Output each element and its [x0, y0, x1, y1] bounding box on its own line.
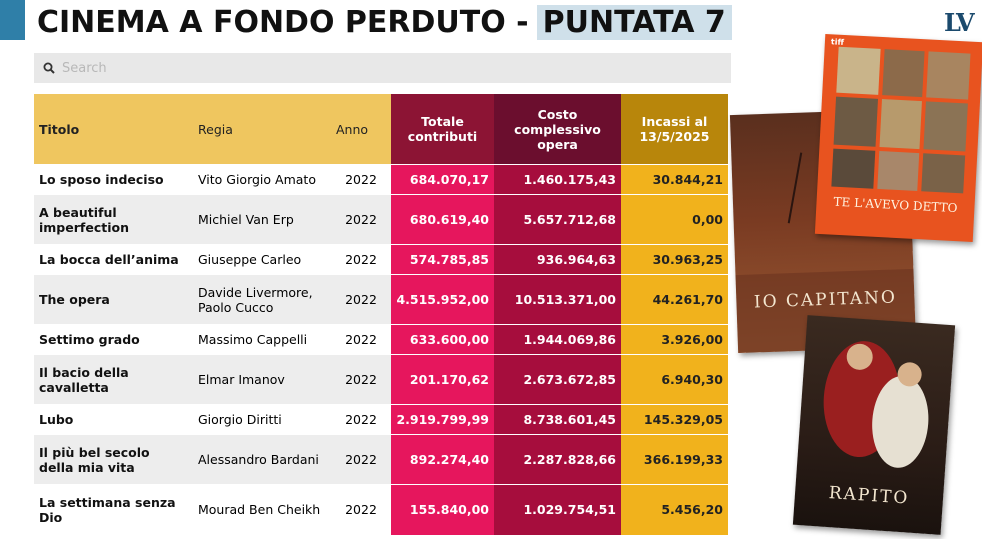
cell-totale-contributi: 680.619,40	[391, 194, 494, 245]
table-row[interactable]: The opera Davide Livermore, Paolo Cucco 20…	[34, 274, 728, 325]
cell-regia: Giuseppe Carleo	[193, 244, 331, 275]
column-header-costo-complessivo[interactable]: Costo complessivo opera	[494, 94, 621, 165]
cell-anno: 2022	[331, 194, 391, 245]
column-header-totale-contributi[interactable]: Totale contributi	[391, 94, 494, 165]
cell-costo-complessivo: 5.657.712,68	[494, 194, 621, 245]
cell-regia: Elmar Imanov	[193, 354, 331, 405]
cell-titolo: Lo sposo indeciso	[34, 164, 193, 195]
cell-costo-complessivo: 10.513.371,00	[494, 274, 621, 325]
cell-totale-contributi: 684.070,17	[391, 164, 494, 195]
cell-incassi: 6.940,30	[621, 354, 728, 405]
page-title-highlight: PUNTATA 7	[536, 4, 732, 40]
cell-incassi: 145.329,05	[621, 404, 728, 435]
table-row[interactable]: Settimo grado Massimo Cappelli 2022 633.600…	[34, 324, 728, 355]
table-header-row: Titolo Regia Anno Totale contributi Cost…	[34, 94, 728, 165]
cell-titolo: Il più bel secolo della mia vita	[34, 434, 193, 485]
cell-anno: 2022	[331, 164, 391, 195]
cell-titolo: A beautiful imperfection	[34, 194, 193, 245]
cell-titolo: The opera	[34, 274, 193, 325]
cell-incassi: 0,00	[621, 194, 728, 245]
cell-totale-contributi: 2.919.799,99	[391, 404, 494, 435]
cell-totale-contributi: 4.515.952,00	[391, 274, 494, 325]
cell-costo-complessivo: 936.964,63	[494, 244, 621, 275]
cell-anno: 2022	[331, 274, 391, 325]
table-row[interactable]: La settimana senza Dio Mourad Ben Cheikh 2…	[34, 484, 728, 535]
cell-incassi: 3.926,00	[621, 324, 728, 355]
cell-anno: 2022	[331, 244, 391, 275]
cell-anno: 2022	[331, 484, 391, 535]
column-header-anno[interactable]: Anno	[331, 94, 391, 165]
table-row[interactable]: Il bacio della cavalletta Elmar Imanov 202…	[34, 354, 728, 405]
cell-incassi: 30.963,25	[621, 244, 728, 275]
cell-costo-complessivo: 1.460.175,43	[494, 164, 621, 195]
poster-rapito: RAPITO	[792, 315, 956, 535]
films-table: Titolo Regia Anno Totale contributi Cost…	[34, 94, 728, 535]
cell-titolo: Il bacio della cavalletta	[34, 354, 193, 405]
column-header-regia[interactable]: Regia	[193, 94, 331, 165]
column-header-titolo[interactable]: Titolo	[34, 94, 193, 165]
cell-totale-contributi: 201.170,62	[391, 354, 494, 405]
cell-regia: Mourad Ben Cheikh	[193, 484, 331, 535]
cell-anno: 2022	[331, 354, 391, 405]
table-row[interactable]: La bocca dell’anima Giuseppe Carleo 2022 57…	[34, 244, 728, 275]
cell-regia: Massimo Cappelli	[193, 324, 331, 355]
table-row[interactable]: Il più bel secolo della mia vita Alessand…	[34, 434, 728, 485]
cell-titolo: Settimo grado	[34, 324, 193, 355]
cell-totale-contributi: 633.600,00	[391, 324, 494, 355]
cell-regia: Davide Livermore, Paolo Cucco	[193, 274, 331, 325]
cell-costo-complessivo: 1.944.069,86	[494, 324, 621, 355]
page-title: CINEMA A FONDO PERDUTO - PUNTATA 7	[37, 2, 732, 42]
column-header-incassi[interactable]: Incassi al 13/5/2025	[621, 94, 728, 165]
search-icon	[42, 61, 56, 75]
cell-regia: Alessandro Bardani	[193, 434, 331, 485]
cell-anno: 2022	[331, 404, 391, 435]
search-bar	[34, 53, 731, 83]
cell-costo-complessivo: 1.029.754,51	[494, 484, 621, 535]
poster-te-lavevo-detto: tiff TE L'AVEVO DETTO	[814, 34, 982, 242]
cell-titolo: La settimana senza Dio	[34, 484, 193, 535]
cell-totale-contributi: 155.840,00	[391, 484, 494, 535]
table-row[interactable]: Lubo Giorgio Diritti 2022 2.919.799,99 8.738…	[34, 404, 728, 435]
cell-incassi: 366.199,33	[621, 434, 728, 485]
cell-incassi: 44.261,70	[621, 274, 728, 325]
cell-totale-contributi: 574.785,85	[391, 244, 494, 275]
cell-costo-complessivo: 8.738.601,45	[494, 404, 621, 435]
table-row[interactable]: Lo sposo indeciso Vito Giorgio Amato 2022 6…	[34, 164, 728, 195]
cell-regia: Giorgio Diritti	[193, 404, 331, 435]
cell-titolo: La bocca dell’anima	[34, 244, 193, 275]
cell-totale-contributi: 892.274,40	[391, 434, 494, 485]
posters-collage: IO CAPITANO tiff TE L'AVEVO DETTO RAPITO	[729, 30, 982, 539]
search-input[interactable]	[60, 59, 704, 77]
cell-anno: 2022	[331, 434, 391, 485]
cell-costo-complessivo: 2.673.672,85	[494, 354, 621, 405]
accent-bar	[0, 0, 25, 40]
table-row[interactable]: A beautiful imperfection Michiel Van Erp 2…	[34, 194, 728, 245]
cell-costo-complessivo: 2.287.828,66	[494, 434, 621, 485]
cell-titolo: Lubo	[34, 404, 193, 435]
lv-logo: LV	[944, 8, 975, 37]
page-title-main: CINEMA A FONDO PERDUTO -	[37, 4, 529, 40]
cell-regia: Vito Giorgio Amato	[193, 164, 331, 195]
cell-incassi: 30.844,21	[621, 164, 728, 195]
cell-anno: 2022	[331, 324, 391, 355]
cell-incassi: 5.456,20	[621, 484, 728, 535]
cell-regia: Michiel Van Erp	[193, 194, 331, 245]
